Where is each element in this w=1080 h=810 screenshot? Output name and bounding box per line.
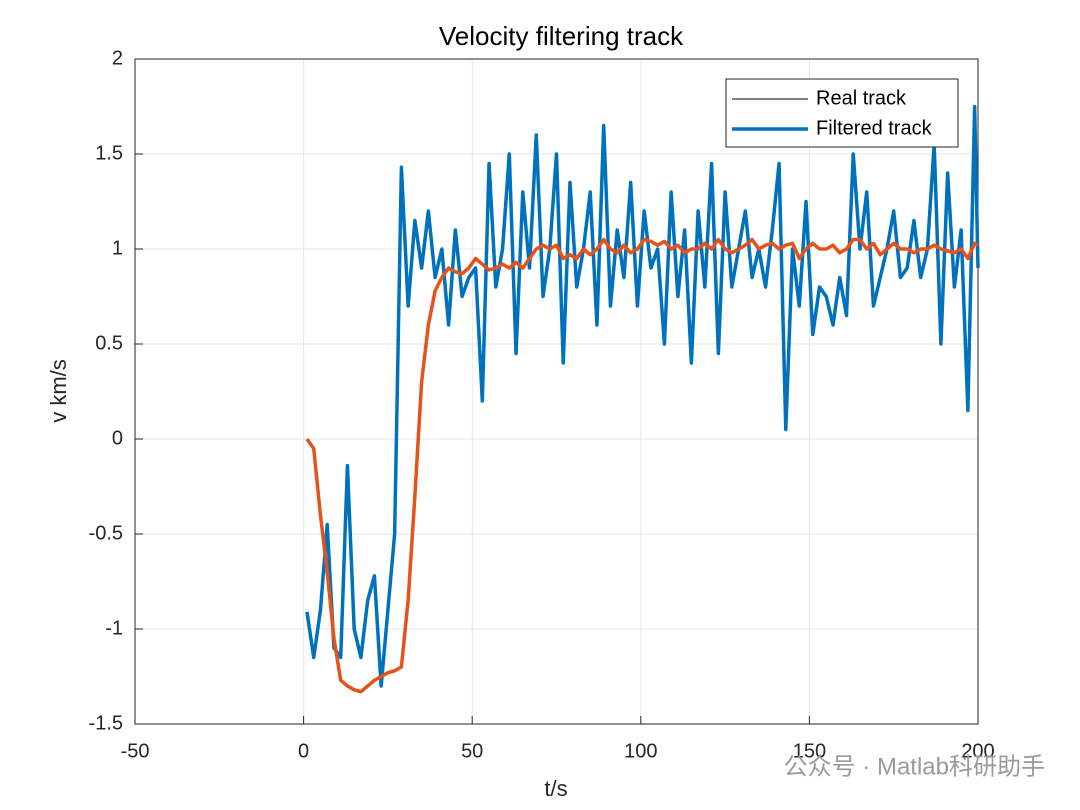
y-tick-label: -1 xyxy=(105,617,123,639)
x-tick-label: 100 xyxy=(624,740,657,762)
x-tick-label: 150 xyxy=(793,740,826,762)
y-tick-label: 1.5 xyxy=(95,142,123,164)
y-axis-label: v km/s xyxy=(46,359,71,423)
chart-title: Velocity filtering track xyxy=(439,21,684,51)
legend-box xyxy=(725,78,959,148)
y-tick-label: -0.5 xyxy=(89,522,123,544)
legend-label: Filtered track xyxy=(816,117,933,139)
y-tick-label: 2 xyxy=(112,47,123,69)
series-line xyxy=(305,104,980,688)
x-tick-label: 200 xyxy=(961,740,994,762)
watermark: 公众号 · Matlab科研助手 xyxy=(784,753,1045,780)
legend-label: Real track xyxy=(816,87,907,109)
x-axis-label: t/s xyxy=(544,776,567,801)
x-tick-label: 0 xyxy=(298,740,309,762)
x-tick-label: -50 xyxy=(121,740,150,762)
x-tick-label: 50 xyxy=(461,740,483,762)
y-tick-label: 1 xyxy=(112,237,123,259)
y-tick-label: 0.5 xyxy=(95,332,123,354)
plot-frame xyxy=(134,58,979,725)
y-tick-label: -1.5 xyxy=(89,712,123,734)
y-tick-label: 0 xyxy=(112,427,123,449)
series-line xyxy=(305,237,979,694)
